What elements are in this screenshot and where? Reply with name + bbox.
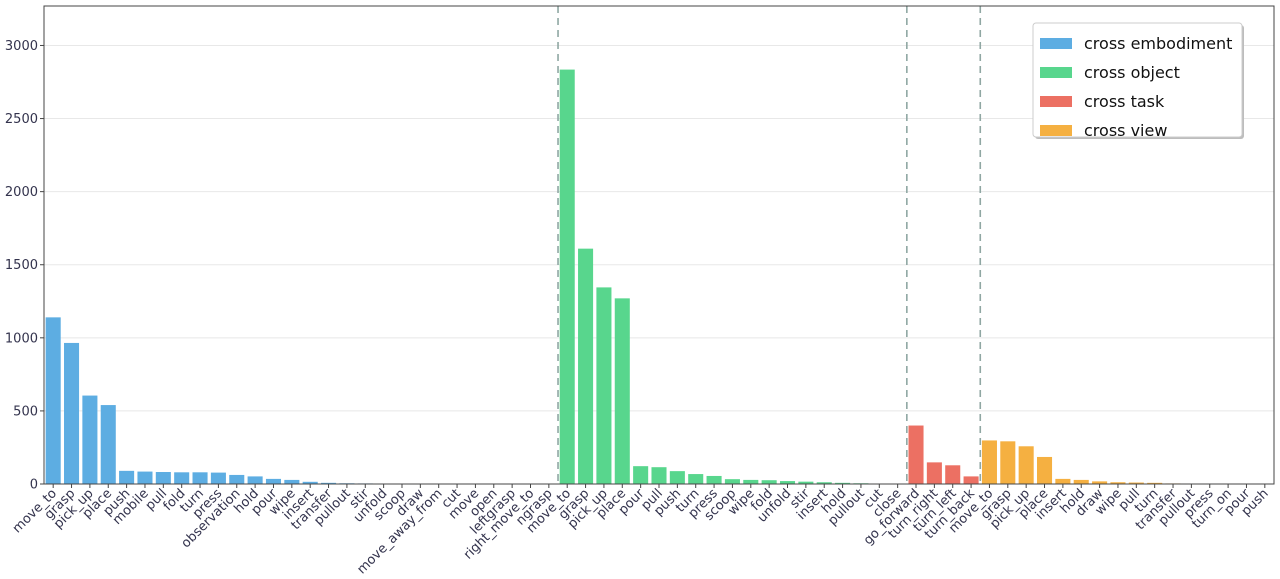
bar bbox=[1128, 482, 1144, 484]
y-tick-label: 1000 bbox=[5, 331, 38, 346]
bar bbox=[963, 476, 979, 484]
bar bbox=[1110, 482, 1126, 484]
y-tick-label: 2500 bbox=[5, 112, 38, 127]
y-tick-label: 3000 bbox=[5, 39, 38, 54]
y-tick-label: 0 bbox=[30, 478, 38, 493]
bar bbox=[706, 475, 722, 484]
y-tick-label: 1500 bbox=[5, 258, 38, 273]
bar bbox=[926, 462, 942, 484]
axes bbox=[40, 5, 1275, 488]
bar bbox=[1055, 478, 1071, 484]
bar bbox=[82, 395, 98, 484]
legend: cross embodiment cross object cross task cr… bbox=[1032, 22, 1244, 140]
bar bbox=[633, 466, 649, 484]
bar bbox=[651, 467, 667, 484]
bar bbox=[64, 342, 80, 484]
bar bbox=[761, 480, 777, 484]
bar bbox=[835, 482, 851, 484]
bar bbox=[688, 474, 704, 484]
legend-swatch bbox=[1040, 125, 1072, 136]
bar bbox=[798, 481, 814, 484]
bar bbox=[724, 479, 740, 484]
bar bbox=[816, 482, 832, 484]
bar bbox=[743, 479, 759, 484]
bar bbox=[210, 472, 226, 484]
bar bbox=[1000, 441, 1016, 484]
bar bbox=[229, 474, 245, 484]
bar bbox=[247, 476, 263, 484]
group-dividers bbox=[557, 6, 982, 484]
bar bbox=[1092, 481, 1108, 484]
legend-swatch bbox=[1040, 96, 1072, 107]
bar bbox=[284, 479, 300, 484]
legend-swatch bbox=[1040, 67, 1072, 78]
bar bbox=[559, 69, 575, 484]
x-tick-labels: move_tograsppick_upplacepushmobilepullfo… bbox=[10, 486, 1272, 578]
bar bbox=[192, 472, 208, 484]
bar bbox=[981, 440, 997, 484]
y-tick-label: 500 bbox=[13, 404, 38, 419]
y-tick-labels: 0 500 1000 1500 2000 2500 3000 bbox=[5, 39, 38, 493]
bar bbox=[119, 470, 135, 484]
legend-swatch bbox=[1040, 38, 1072, 49]
bar bbox=[174, 472, 190, 484]
bar bbox=[321, 482, 337, 484]
bar bbox=[1018, 446, 1034, 484]
bar bbox=[137, 471, 153, 484]
bar bbox=[596, 287, 612, 484]
bar bbox=[1036, 456, 1053, 484]
bar bbox=[45, 317, 61, 484]
bar bbox=[155, 472, 171, 484]
legend-label: cross task bbox=[1084, 92, 1165, 111]
bar bbox=[578, 248, 594, 484]
bar bbox=[669, 471, 685, 484]
bar bbox=[100, 405, 116, 484]
bar bbox=[1073, 479, 1089, 484]
bar bbox=[614, 298, 630, 484]
bar bbox=[265, 478, 282, 484]
bar bbox=[945, 465, 961, 484]
plot-frame bbox=[43, 5, 1275, 485]
bar bbox=[908, 425, 924, 484]
bar bbox=[779, 481, 796, 484]
bars bbox=[45, 69, 1273, 484]
bar bbox=[1147, 482, 1163, 484]
legend-label: cross embodiment bbox=[1084, 34, 1232, 53]
y-tick-label: 2000 bbox=[5, 185, 38, 200]
legend-label: cross object bbox=[1084, 63, 1180, 82]
legend-label: cross view bbox=[1084, 121, 1167, 140]
grid-lines bbox=[44, 44, 1274, 412]
legend-box bbox=[1032, 22, 1243, 138]
bar bbox=[302, 481, 318, 484]
